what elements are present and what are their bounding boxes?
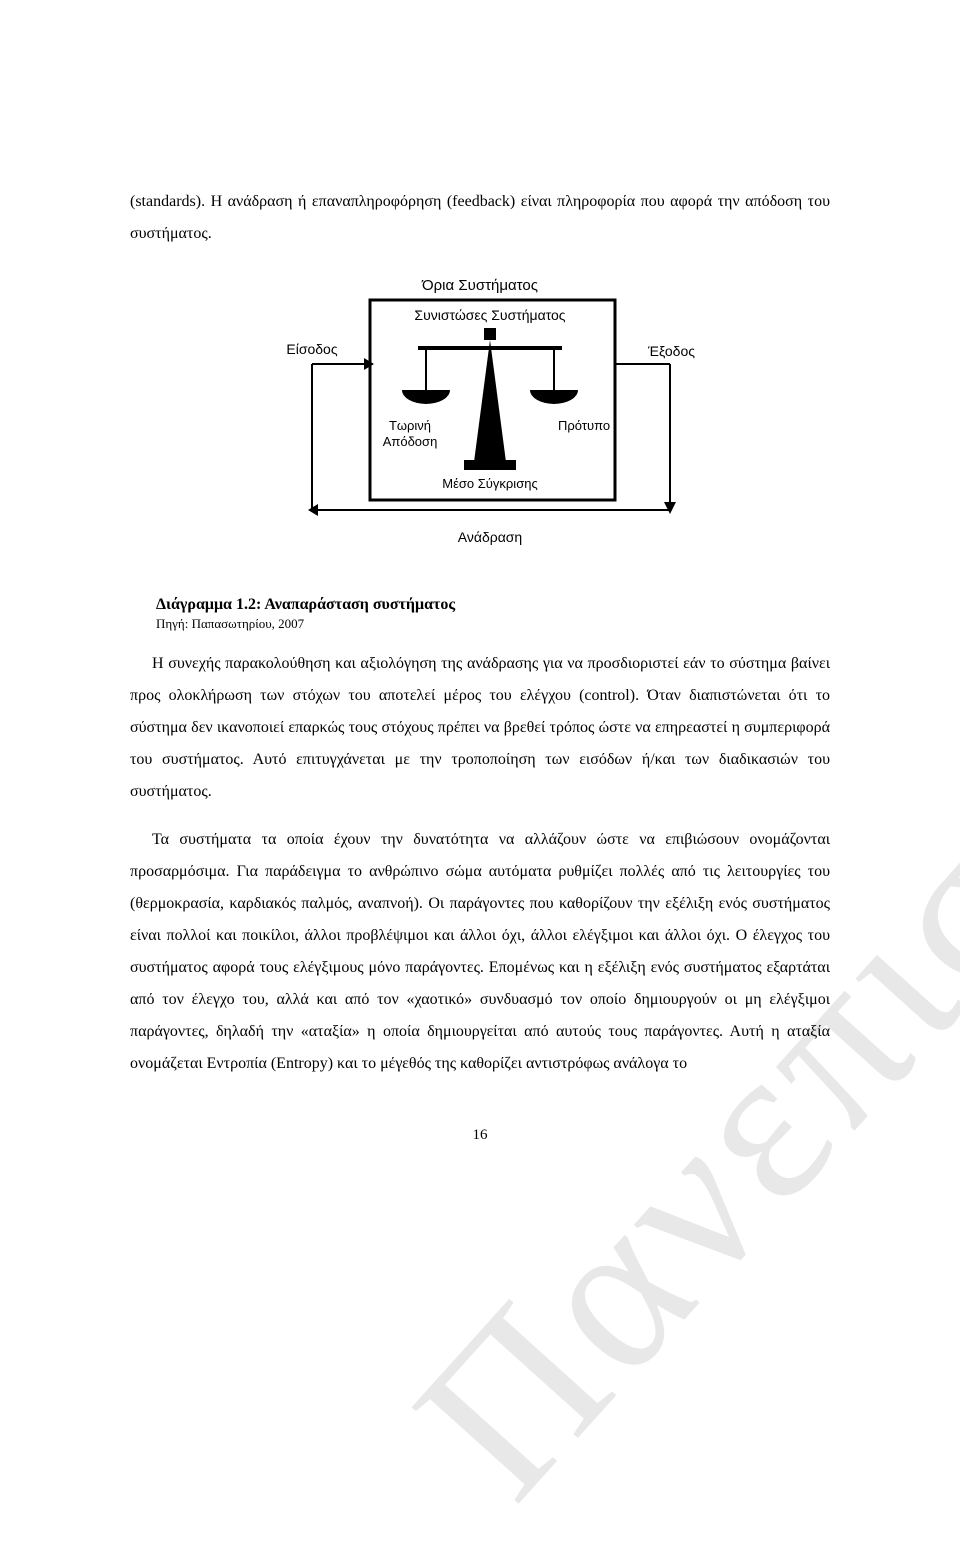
page-number: 16 — [0, 1127, 960, 1144]
diagram-svg: Όρια Συστήματος Συνιστώσες Συστήματος Εί… — [240, 274, 720, 584]
label-components: Συνιστώσες Συστήματος — [414, 307, 565, 323]
system-diagram: Όρια Συστήματος Συνιστώσες Συστήματος Εί… — [130, 274, 830, 584]
scale-top — [484, 328, 496, 340]
left-pan — [402, 390, 450, 404]
label-boundary: Όρια Συστήματος — [421, 277, 538, 294]
caption-source: Πηγή: Παπασωτηρίου, 2007 — [156, 616, 830, 632]
page-content: (standards). Η ανάδραση ή επαναπληροφόρη… — [0, 0, 960, 1080]
label-output: Έξοδος — [647, 343, 695, 359]
scale-stem-right — [490, 340, 506, 462]
label-comparator: Μέσο Σύγκρισης — [442, 476, 537, 491]
label-current: Τωρινή — [389, 418, 431, 433]
body-paragraph-2: Τα συστήματα τα οποία έχουν την δυνατότη… — [130, 824, 830, 1080]
diagram-caption: Διάγραμμα 1.2: Αναπαράσταση συστήματος Π… — [156, 596, 830, 632]
label-standard: Πρότυπο — [558, 418, 610, 433]
label-input: Είσοδος — [286, 341, 337, 357]
body-paragraph-1: Η συνεχής παρακολούθηση και αξιολόγηση τ… — [130, 648, 830, 808]
label-feedback: Ανάδραση — [458, 529, 522, 545]
caption-title: Διάγραμμα 1.2: Αναπαράσταση συστήματος — [156, 596, 830, 614]
scale-stem-left — [474, 340, 490, 462]
right-pan — [530, 390, 578, 404]
output-arrowhead — [664, 502, 676, 514]
label-performance: Απόδοση — [383, 434, 438, 449]
scale-base — [464, 460, 516, 470]
intro-paragraph: (standards). Η ανάδραση ή επαναπληροφόρη… — [130, 186, 830, 250]
